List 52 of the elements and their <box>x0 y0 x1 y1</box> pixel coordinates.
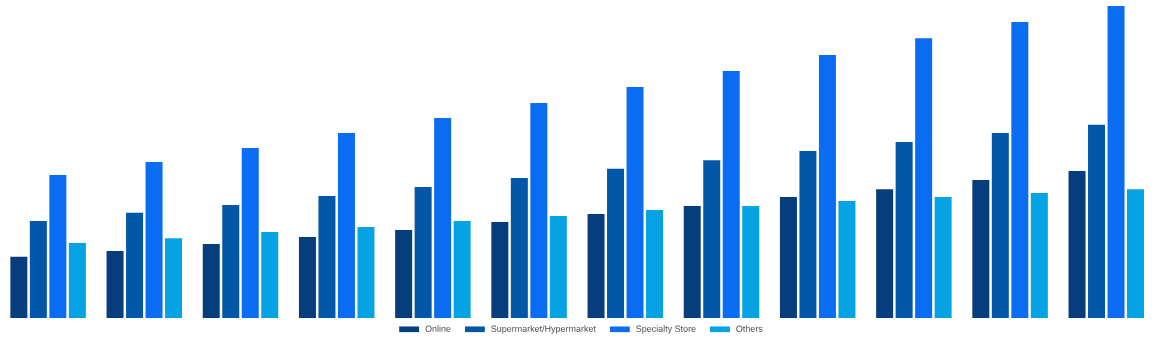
bar <box>1107 6 1125 318</box>
bar <box>587 214 605 318</box>
bar <box>318 196 336 318</box>
bar <box>68 243 86 318</box>
bar <box>895 142 913 318</box>
bar <box>298 236 316 318</box>
bar <box>915 38 933 318</box>
bar <box>414 186 432 318</box>
bar <box>838 201 856 318</box>
bar <box>10 256 28 318</box>
bar <box>337 132 355 318</box>
bar <box>145 162 163 318</box>
bar <box>510 177 528 318</box>
bar <box>491 221 509 318</box>
bar <box>261 231 279 318</box>
bar <box>934 196 952 318</box>
bar <box>646 210 664 318</box>
bar <box>357 226 375 318</box>
bar <box>626 87 644 318</box>
bar <box>799 151 817 318</box>
bar <box>742 205 760 318</box>
bar <box>165 238 183 318</box>
bar <box>222 205 240 318</box>
bar <box>1011 21 1029 318</box>
bar <box>818 54 836 318</box>
bar <box>49 175 67 318</box>
bar <box>549 215 567 318</box>
bar <box>683 205 701 318</box>
bar <box>607 168 625 318</box>
bar <box>434 118 452 318</box>
bar <box>722 70 740 318</box>
bar <box>29 220 47 318</box>
bar <box>703 160 721 318</box>
legend-label: Specialty Store <box>636 325 696 334</box>
bar <box>779 196 797 318</box>
bar <box>106 250 124 318</box>
legend-label: Others <box>736 325 763 332</box>
bar <box>453 220 471 318</box>
bar <box>972 180 990 318</box>
legend-label: Supermarket/Hypermarket <box>491 325 596 334</box>
bar <box>126 212 144 318</box>
bar <box>1127 189 1145 318</box>
bar <box>530 103 548 318</box>
bar <box>991 132 1009 318</box>
bar <box>202 244 220 318</box>
bar <box>1068 171 1086 318</box>
bar <box>1030 192 1048 318</box>
bar <box>241 147 259 318</box>
bar <box>1088 124 1106 318</box>
legend-label: Online <box>425 325 451 332</box>
bar <box>395 230 413 318</box>
bar <box>876 189 894 318</box>
